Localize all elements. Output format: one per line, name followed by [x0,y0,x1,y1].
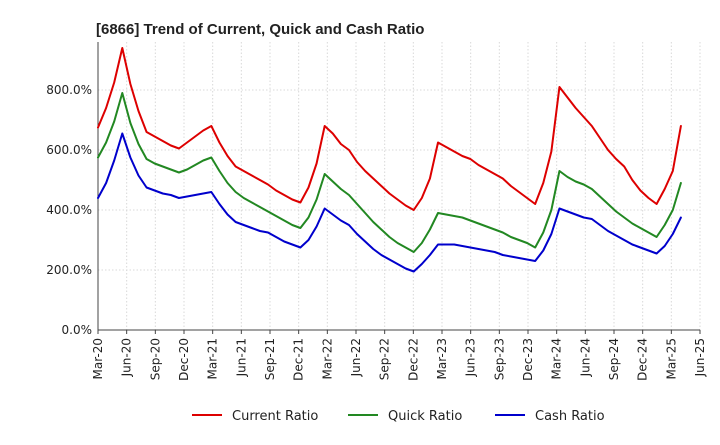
x-tick-label: Dec-20 [177,338,191,381]
x-tick-label: Jun-25 [693,338,707,377]
x-tick-label: Jun-20 [120,338,134,377]
legend-label-current-ratio: Current Ratio [232,409,318,424]
series-line-current-ratio [97,47,682,211]
y-tick-label: 400.0% [46,203,92,217]
x-tick-label: Dec-24 [636,338,650,381]
y-tick-label: 0.0% [62,323,93,337]
legend-label-cash-ratio: Cash Ratio [535,409,605,424]
legend: Current Ratio Quick Ratio Cash Ratio [192,409,605,424]
legend-label-quick-ratio: Quick Ratio [388,409,462,424]
x-tick-label: Jun-23 [464,338,478,377]
gridlines [97,42,701,331]
x-tick-label: Sep-20 [148,338,162,380]
x-tick-label: Jun-24 [578,338,592,377]
x-tick-label: Jun-21 [234,338,248,377]
x-tick-label: Dec-22 [406,338,420,381]
axes: 0.0% 200.0% 400.0% 600.0% 800.0% Mar-20 Jun-20… [46,42,707,381]
y-tick-label: 200.0% [46,263,92,277]
x-tick-label: Sep-22 [378,338,392,380]
series-line-quick-ratio [97,92,682,253]
x-tick-label: Sep-21 [263,338,277,380]
y-tick-label: 600.0% [46,143,92,157]
x-tick-label: Sep-24 [607,338,621,380]
series-lines [97,47,682,273]
x-tick-label: Mar-22 [320,338,334,379]
x-tick-label: Mar-24 [550,338,564,379]
series-line-cash-ratio [97,132,682,273]
chart-title: [6866] Trend of Current, Quick and Cash … [96,21,424,38]
x-tick-label: Dec-21 [292,338,306,381]
x-tick-label: Sep-23 [492,338,506,380]
x-tick-label: Jun-22 [349,338,363,377]
y-tick-label: 800.0% [46,83,92,97]
x-tick-label: Mar-21 [206,338,220,379]
x-tick-label: Mar-23 [435,338,449,379]
x-tick-label: Dec-23 [521,338,535,381]
x-tick-label: Mar-25 [664,338,678,379]
x-tick-label: Mar-20 [91,338,105,379]
